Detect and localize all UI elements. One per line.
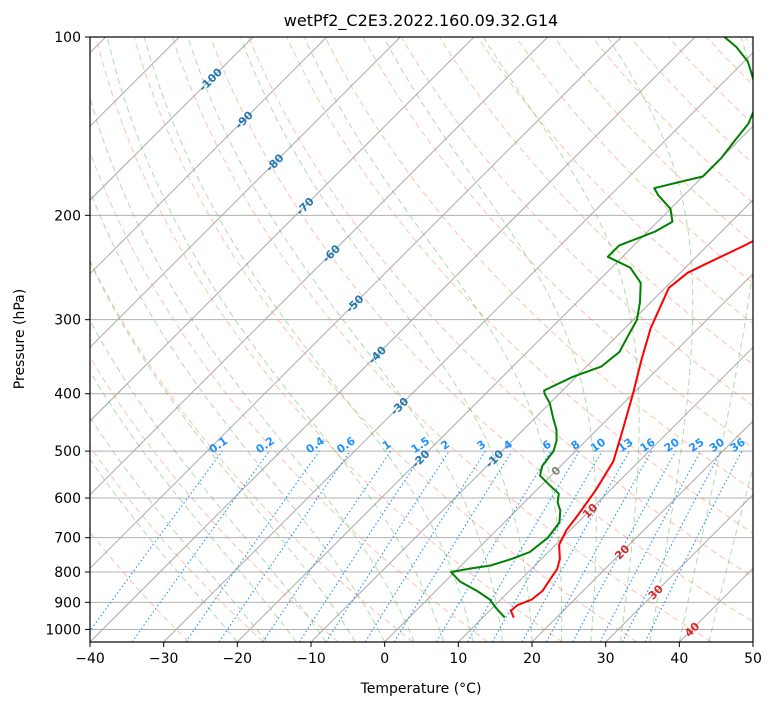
moist-adiabat-line — [383, 37, 597, 642]
dry-adiabat-line — [324, 37, 753, 491]
dry-adiabat-line — [90, 445, 264, 642]
isotherm-line — [90, 37, 622, 570]
dry-adiabat-line — [248, 37, 753, 578]
moist-adiabat-line — [607, 37, 694, 642]
x-tick-label: −30 — [149, 651, 179, 667]
y-axis-title: Pressure (hPa) — [12, 289, 28, 389]
dry-adiabat-line — [477, 37, 753, 325]
isotherm-line — [236, 125, 753, 642]
chart-title: wetPf2_C2E3.2022.160.09.32.G14 — [284, 11, 558, 31]
dry-adiabat-line — [171, 37, 712, 642]
mixing-ratio-line — [90, 450, 223, 632]
mixing-ratio-line — [364, 450, 486, 642]
dry-adiabat-line — [95, 37, 563, 642]
x-tick-label: 30 — [597, 651, 615, 667]
dry-adiabat-line — [591, 37, 753, 204]
temperature-profile-line — [509, 239, 753, 618]
moist-adiabat-line — [90, 458, 238, 642]
moist-adiabat-line — [678, 37, 753, 642]
isotherm-line — [90, 37, 475, 422]
moist-adiabat-line — [187, 37, 503, 642]
x-tick-label: 0 — [380, 651, 389, 667]
dry-adiabat-line — [515, 37, 753, 284]
plot-frame — [89, 36, 754, 643]
moist-adiabat-line — [90, 416, 268, 642]
y-tick-label: 600 — [54, 491, 81, 507]
y-tick-label: 400 — [54, 387, 81, 403]
isotherm-line — [163, 51, 753, 642]
moist-adiabat-line — [90, 189, 386, 642]
dry-adiabat-line — [133, 37, 638, 642]
dry-adiabat-line — [629, 37, 753, 165]
x-tick-label: 50 — [744, 651, 762, 667]
moist-adiabat-line — [90, 319, 327, 642]
dry-adiabat-line — [210, 37, 753, 623]
x-axis-title: Temperature (°C) — [360, 681, 482, 697]
y-tick-label: 100 — [54, 30, 81, 46]
moist-adiabat-line — [106, 37, 445, 642]
moist-adiabat-line — [90, 260, 356, 642]
isotherm-line — [90, 37, 254, 201]
dry-adiabat-line — [400, 37, 753, 407]
x-tick-label: −20 — [223, 651, 253, 667]
x-tick-label: 20 — [523, 651, 541, 667]
mixing-ratio-line — [131, 450, 270, 642]
y-tick-label: 200 — [54, 208, 81, 224]
isotherm-line — [90, 37, 401, 349]
moist-adiabat-line — [90, 370, 297, 642]
isotherm-line — [752, 641, 753, 642]
y-tick-label: 900 — [54, 595, 81, 611]
mixing-ratio-line — [435, 450, 552, 642]
dry-adiabat-line — [362, 37, 753, 449]
moist-adiabat-line — [482, 37, 640, 642]
mixing-ratio-line — [185, 450, 320, 642]
mixing-ratio-line — [545, 450, 653, 642]
isotherm-line — [384, 272, 753, 642]
isotherm-line — [90, 37, 696, 642]
x-tick-label: −40 — [75, 651, 105, 667]
profile-lines — [450, 37, 753, 619]
moist-adiabat-line — [90, 96, 415, 642]
mixing-ratio-line — [325, 450, 450, 642]
background-lines — [90, 37, 753, 642]
y-tick-label: 700 — [54, 531, 81, 547]
mixing-ratio-line — [393, 450, 513, 642]
isotherm-line — [531, 420, 753, 642]
moist-adiabat-line — [708, 466, 753, 642]
plot-background — [90, 37, 753, 642]
dry-adiabat-line — [90, 259, 414, 642]
mixing-ratio-line — [218, 450, 351, 642]
y-tick-label: 1000 — [45, 622, 81, 638]
isotherm-line — [90, 37, 328, 275]
y-tick-label: 500 — [54, 444, 81, 460]
axes: −40 −30 −20 −10 0 10 20 30 40 50 1000 900 800 700 600 5… — [45, 30, 762, 667]
mixing-ratio-line — [467, 450, 580, 642]
mixing-ratio-line — [572, 450, 677, 642]
dewpoint-profile-line — [450, 37, 753, 619]
y-tick-label: 300 — [54, 313, 81, 329]
isotherm-line — [90, 37, 549, 496]
isotherm-line — [605, 493, 753, 642]
x-tick-label: 40 — [670, 651, 688, 667]
y-tick-label: 800 — [54, 565, 81, 581]
x-tick-label: −10 — [296, 651, 326, 667]
x-tick-label: 10 — [449, 651, 467, 667]
moist-adiabat-line — [143, 37, 474, 642]
mixing-ratio-line — [521, 450, 630, 642]
